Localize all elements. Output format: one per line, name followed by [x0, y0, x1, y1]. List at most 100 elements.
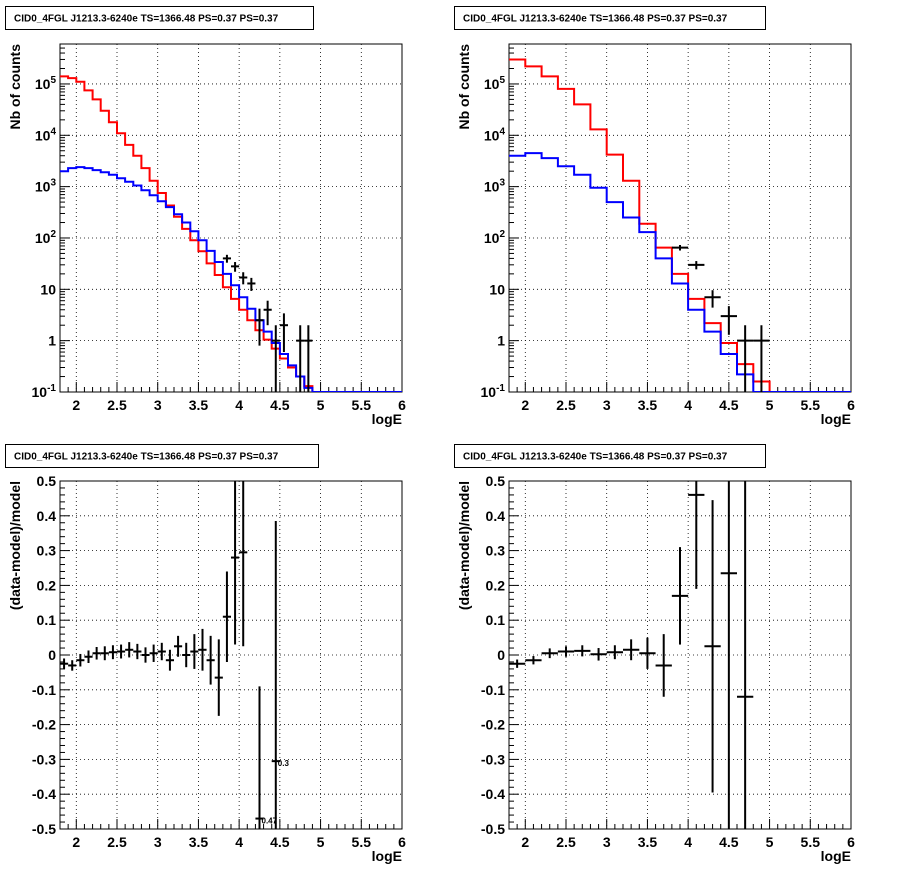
y-tick-label: 0.5: [37, 473, 57, 489]
residual-point: [655, 634, 672, 697]
chart-top-left: CID0_4FGL J1213.3-6240e TS=1366.48 PS=0.…: [5, 6, 406, 427]
y-tick-label: 103: [484, 178, 506, 195]
x-tick-label: 3: [154, 397, 162, 413]
residual-point: [541, 648, 558, 659]
series-step-line-0: [509, 58, 851, 392]
x-tick-label: 5.5: [801, 834, 821, 850]
grid: [60, 481, 402, 829]
residual-point: [174, 635, 183, 657]
residual-point: [60, 658, 69, 669]
y-tick-label: -0.4: [481, 786, 505, 802]
residual-point: [231, 481, 240, 645]
data-point: [247, 277, 256, 291]
y-tick-label: -0.1: [32, 682, 56, 698]
y-axis-label: (data-model)/model: [7, 481, 23, 610]
residual-point: [157, 642, 166, 661]
x-tick-label: 4: [684, 397, 692, 413]
residual-point: [222, 571, 231, 662]
y-tick-label: 0.1: [37, 612, 57, 628]
y-tick-label: 0.4: [37, 508, 57, 524]
y-tick-label: 0.4: [486, 508, 506, 524]
y-tick-label: -0.5: [32, 821, 56, 837]
x-tick-label: 5: [317, 834, 325, 850]
plot-frame: [59, 43, 403, 393]
grid: [60, 44, 402, 392]
x-tick-label: 2.5: [107, 834, 127, 850]
data-layer: [60, 75, 402, 392]
y-tick-label: 10: [489, 281, 505, 297]
plot-frame: [59, 480, 403, 830]
y-tick-label: 105: [484, 75, 506, 92]
y-tick-label: 10-1: [481, 383, 506, 400]
chart-title-box: [5, 6, 314, 30]
residual-point: [271, 521, 280, 829]
x-tick-label: 2: [521, 834, 529, 850]
x-tick-label: 3: [603, 834, 611, 850]
residual-point: [606, 645, 623, 660]
residual-point: [639, 637, 656, 669]
chart-title: CID0_4FGL J1213.3-6240e TS=1366.48 PS=0.…: [14, 452, 279, 463]
x-tick-label: 4.5: [719, 397, 739, 413]
residual-point: [84, 650, 93, 664]
residual-point: [92, 646, 101, 660]
y-tick-label: 102: [484, 229, 506, 246]
residual-point: [206, 635, 215, 685]
y-tick-label: 0: [497, 647, 505, 663]
y-ticks: [60, 43, 70, 393]
y-tick-label: 10-1: [32, 383, 57, 400]
x-tick-label: 2: [72, 397, 80, 413]
grid: [509, 481, 851, 829]
plot-frame: [508, 43, 852, 393]
residual-point: [68, 660, 77, 671]
residual-point: [165, 649, 174, 671]
residual-point: [125, 642, 134, 658]
y-tick-label: -0.2: [481, 717, 505, 733]
y-tick-label: 0.1: [486, 612, 506, 628]
residual-point: [117, 644, 126, 659]
data-point: [737, 325, 754, 392]
x-tick-label: 3.5: [189, 397, 209, 413]
y-tick-label: 0.2: [37, 577, 57, 593]
residual-point: [149, 644, 158, 662]
series-step-line-1: [60, 166, 402, 392]
residual-point: [141, 647, 150, 663]
x-tick-label: 2.5: [556, 834, 576, 850]
y-ticks: [509, 43, 519, 393]
residual-point: [720, 481, 737, 829]
x-axis-label: logE: [372, 411, 402, 427]
residual-point: [255, 686, 264, 829]
x-tick-label: 4.5: [270, 397, 290, 413]
x-axis-label: logE: [372, 848, 402, 864]
residual-point: [214, 639, 223, 716]
residual-point: [100, 646, 109, 661]
residual-value-label: 0.47: [262, 817, 278, 826]
y-tick-label: -0.2: [32, 717, 56, 733]
y-tick-label: 104: [35, 126, 57, 143]
x-ticks: [508, 382, 852, 392]
data-point: [671, 244, 689, 251]
residual-point: [182, 642, 191, 668]
x-tick-label: 2: [72, 834, 80, 850]
series-step-line-0: [60, 75, 402, 392]
y-tick-label: 0.3: [37, 543, 57, 559]
y-tick-label: 0.3: [486, 543, 506, 559]
x-tick-label: 4: [684, 834, 692, 850]
y-tick-label: 105: [35, 75, 57, 92]
chart-title-box: [5, 444, 319, 468]
x-tick-label: 4.5: [270, 834, 290, 850]
data-point: [271, 325, 280, 392]
y-tick-label: 10: [40, 281, 56, 297]
y-ticks: [60, 480, 70, 830]
data-point: [296, 325, 305, 392]
data-point: [279, 313, 288, 353]
y-tick-label: -0.5: [481, 821, 505, 837]
x-tick-label: 5.5: [352, 834, 372, 850]
residual-point: [525, 656, 542, 665]
x-tick-label: 6: [398, 834, 406, 850]
y-tick-label: 103: [35, 178, 57, 195]
y-tick-label: -0.1: [481, 682, 505, 698]
chart-bottom-right: CID0_4FGL J1213.3-6240e TS=1366.48 PS=0.…: [454, 444, 855, 864]
x-tick-label: 3.5: [638, 834, 658, 850]
x-tick-label: 5: [766, 397, 774, 413]
y-axis-label: Nb of counts: [7, 44, 23, 130]
